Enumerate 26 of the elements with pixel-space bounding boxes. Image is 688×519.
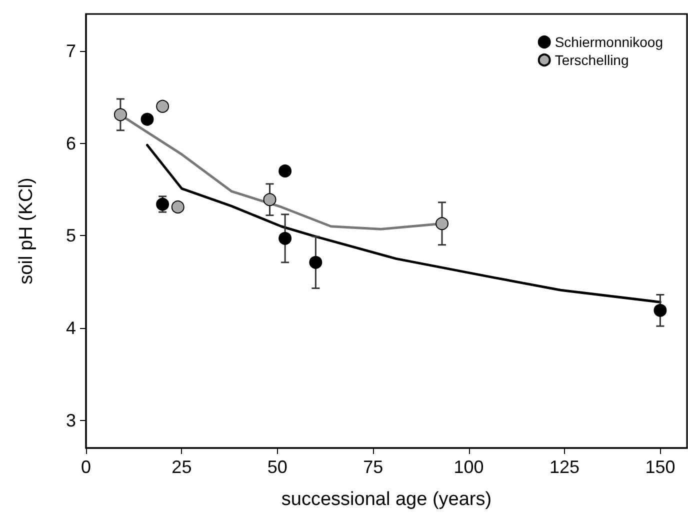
y-tick-label: 6 xyxy=(66,133,76,154)
point xyxy=(114,108,127,122)
point xyxy=(140,112,154,126)
legend-label: Terschelling xyxy=(554,52,629,68)
y-tick-label: 4 xyxy=(66,318,76,338)
y-tick-label: 5 xyxy=(66,226,76,246)
point xyxy=(436,217,449,230)
x-tick-label: 150 xyxy=(645,457,676,477)
point xyxy=(278,164,292,178)
legend-label: Schiermonnikoog xyxy=(554,34,663,50)
x-tick-label: 100 xyxy=(454,457,484,477)
point xyxy=(156,100,170,113)
point xyxy=(278,232,292,245)
point xyxy=(263,193,276,206)
point xyxy=(171,200,184,214)
x-axis-title: successional age (years) xyxy=(281,489,492,510)
x-tick-label: 75 xyxy=(363,457,384,477)
y-tick-label: 3 xyxy=(66,410,76,430)
x-tick-label: 50 xyxy=(267,457,288,477)
y-axis-title: soil pH (KCl) xyxy=(16,178,37,284)
point xyxy=(309,256,322,269)
point xyxy=(654,304,667,317)
x-tick-label: 25 xyxy=(172,457,192,477)
y-tick-label: 7 xyxy=(66,40,76,61)
x-tick-label: 0 xyxy=(80,457,92,477)
x-tick-label: 125 xyxy=(549,457,580,477)
